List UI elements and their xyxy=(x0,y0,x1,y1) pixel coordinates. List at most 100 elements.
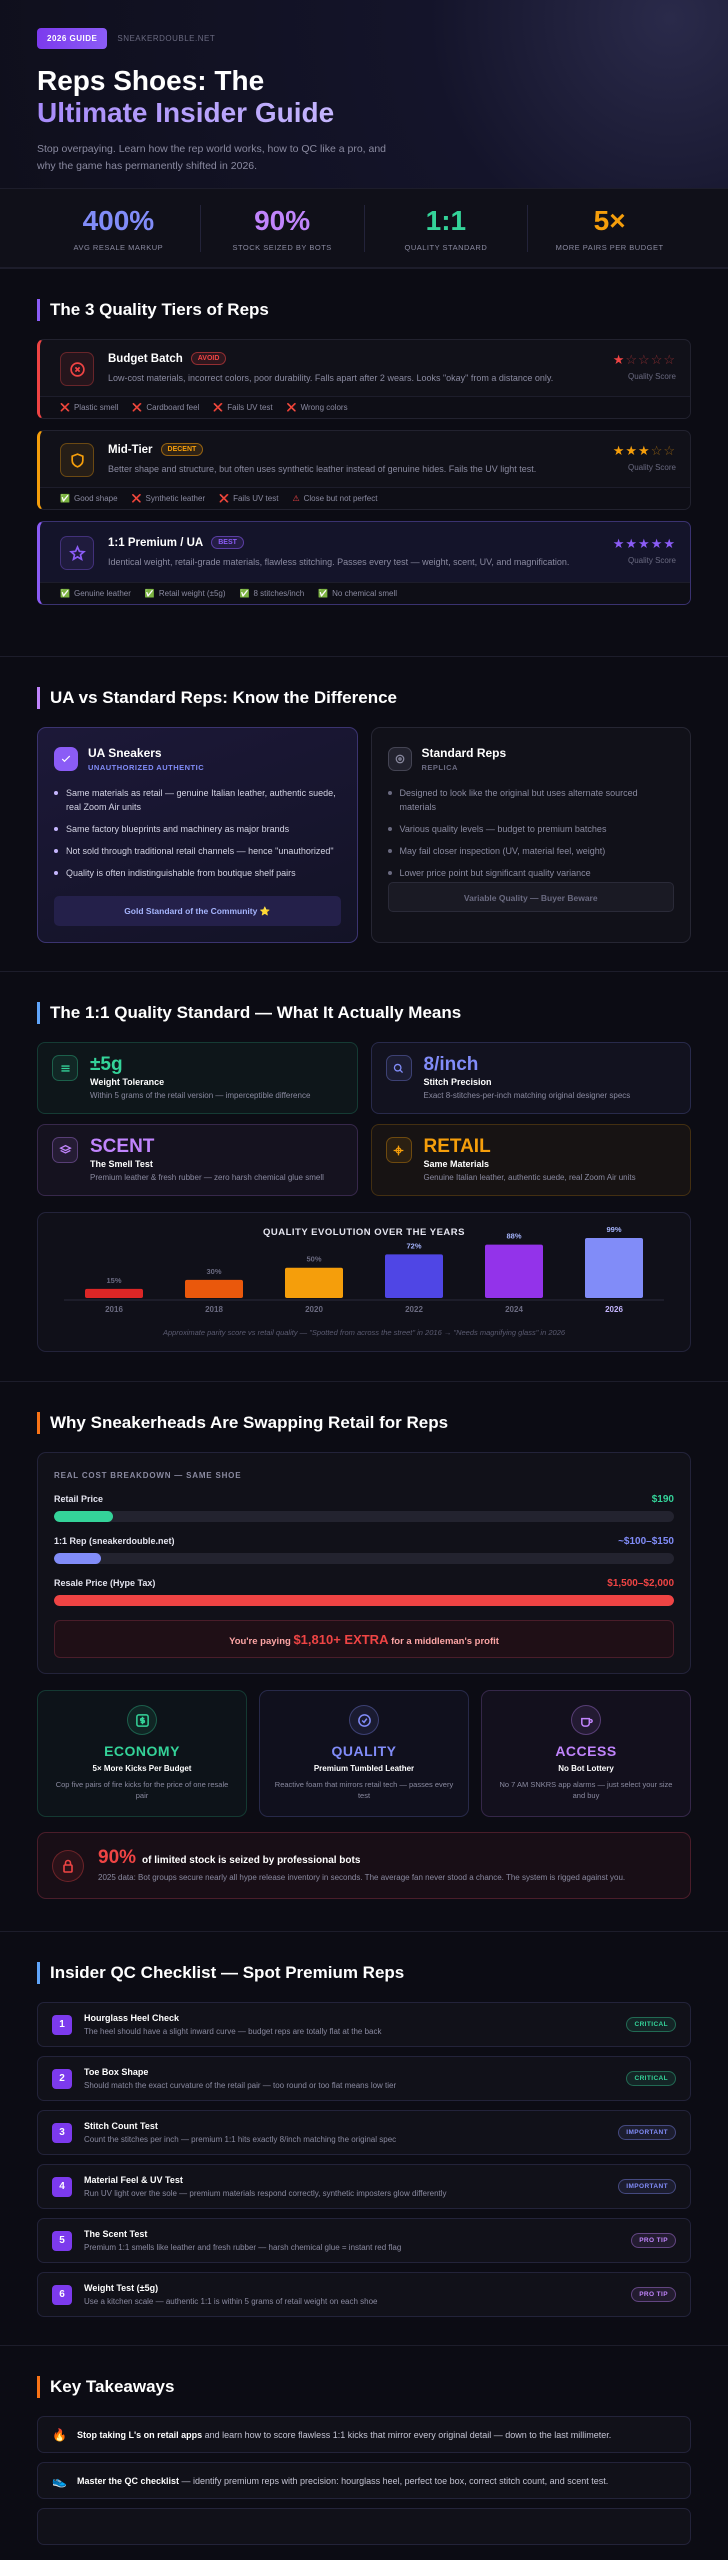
bar xyxy=(585,1238,643,1298)
benefit-icon-wrap xyxy=(494,1705,678,1735)
benefit-card: ACCESS No Bot Lottery No 7 AM SNKRS app al… xyxy=(481,1690,691,1817)
metric-name: Weight Tolerance xyxy=(90,1077,165,1087)
feature-icon: ✅ xyxy=(239,589,250,598)
item-description: Premium 1:1 smells like leather and fres… xyxy=(84,2243,402,2252)
cost-track xyxy=(54,1511,674,1522)
feature-icon: ❌ xyxy=(286,403,297,412)
stat-value: 1:1 xyxy=(425,204,467,236)
bullet-text: Quality is often indistinguishable from … xyxy=(66,868,296,878)
x-tick-label: 2018 xyxy=(205,1305,223,1314)
benefit-subtitle: Premium Tumbled Leather xyxy=(313,1764,415,1773)
tier-card: 1:1 Premium / UA BEST Identical weight, re… xyxy=(37,521,691,605)
x-tick-label: 2026 xyxy=(605,1305,623,1314)
benefit-title: ECONOMY xyxy=(104,1743,180,1759)
bots-callout: 90% of limited stock is seized by profess… xyxy=(37,1832,691,1899)
benefit-text: No 7 AM SNKRS app alarms — just select y… xyxy=(499,1780,673,1800)
tier-score: ★☆☆☆☆ Quality Score xyxy=(596,352,676,381)
feature-text: 8 stitches/inch xyxy=(253,589,305,598)
metric-text: RETAIL Same Materials Genuine Italian leat… xyxy=(424,1137,636,1183)
tier-name: 1:1 Premium / UA xyxy=(108,536,204,549)
benefit-card: ECONOMY 5× More Kicks Per Budget Cop five … xyxy=(37,1690,247,1817)
stars: ★★★☆☆ xyxy=(596,443,676,459)
ua-card-titles: UA Sneakers UNAUTHORIZED AUTHENTIC xyxy=(88,746,204,772)
item-text: Stitch Count Test Count the stitches per … xyxy=(84,2121,606,2144)
section-title: Key Takeaways xyxy=(37,2376,691,2398)
star: ★ xyxy=(638,443,651,458)
stat-label: QUALITY STANDARD xyxy=(404,242,488,252)
bullet-dot xyxy=(54,849,58,853)
tier-text: Mid-Tier DECENT Better shape and structure… xyxy=(108,443,582,476)
takeaway-icon: 👟 xyxy=(52,2473,67,2488)
item-name: Toe Box Shape xyxy=(84,2067,149,2077)
ua-section: UA vs Standard Reps: Know the Difference… xyxy=(0,656,728,971)
tier-main: 1:1 Premium / UA BEST Identical weight, re… xyxy=(40,522,690,582)
benefit-title: QUALITY xyxy=(331,1743,397,1759)
bar xyxy=(185,1279,243,1298)
metrics: ±5g Weight Tolerance Within 5 grams of the… xyxy=(37,1042,691,1196)
cost-bar xyxy=(54,1553,101,1564)
takeaway-bold: Stop taking L's on retail apps xyxy=(76,2429,203,2440)
callout-text: You're paying xyxy=(229,1636,291,1647)
star: ★ xyxy=(612,536,626,551)
stat-value: 5× xyxy=(593,204,626,236)
cost-track xyxy=(54,1553,674,1564)
feature: ❌ Fails UV test xyxy=(213,403,272,412)
bullet-dot xyxy=(387,871,392,875)
cost-row: 1:1 Rep (sneakerdouble.net) ~$100–$150 xyxy=(54,1536,674,1547)
stat-value: 400% xyxy=(82,204,155,236)
item-badge: PRO TIP xyxy=(631,2287,676,2302)
bots-head: 90% of limited stock is seized by profess… xyxy=(98,1847,625,1869)
swap-section: Why Sneakerheads Are Swapping Retail for… xyxy=(0,1381,728,1931)
metric-value: RETAIL xyxy=(423,1136,491,1157)
tier-card: Budget Batch AVOID Low-cost materials, inc… xyxy=(37,339,691,419)
tier-features: ✅ Genuine leather ✅ Retail weight (±5g) ✅ 8 s… xyxy=(40,582,690,604)
score-label: Quality Score xyxy=(627,463,676,472)
title-line-accent: Ultimate Insider Guide xyxy=(37,97,335,128)
bullet: Quality is often indistinguishable from … xyxy=(54,866,341,880)
feature: ❌ Wrong colors xyxy=(287,403,348,412)
star: ☆ xyxy=(638,352,651,367)
cost-label: Retail Price xyxy=(54,1494,104,1504)
benefit-subtitle: 5× More Kicks Per Budget xyxy=(92,1764,192,1773)
feature-icon: ❌ xyxy=(131,494,142,503)
ua-cards: UA Sneakers UNAUTHORIZED AUTHENTIC Same ma… xyxy=(37,727,691,943)
benefit-card: QUALITY Premium Tumbled Leather Reactive f… xyxy=(259,1690,469,1817)
bullet: Designed to look like the original but u… xyxy=(387,786,675,814)
star: ☆ xyxy=(663,352,676,367)
icon-glyph xyxy=(70,452,84,468)
value-label: 15% xyxy=(106,1276,121,1285)
bots-value: 90% xyxy=(98,1847,137,1868)
chart-caption: Approximate parity score vs retail quali… xyxy=(162,1328,566,1337)
icon xyxy=(60,536,94,570)
star: ★ xyxy=(625,536,639,551)
cost-label: Resale Price (Hype Tax) xyxy=(54,1578,156,1588)
metric-value: SCENT xyxy=(90,1136,155,1157)
score-label: Quality Score xyxy=(627,556,676,565)
takeaway-bold: Master the QC checklist xyxy=(76,2475,179,2486)
item-text: The Scent Test Premium 1:1 smells like le… xyxy=(84,2229,619,2252)
icon xyxy=(60,352,94,386)
item-badge: IMPORTANT xyxy=(618,2179,676,2194)
item-description: Run UV light over the sole — premium mat… xyxy=(84,2189,447,2198)
metric-description: Within 5 grams of the retail version — i… xyxy=(90,1091,311,1100)
callout-text: for a middleman's profit xyxy=(391,1636,499,1647)
metric-name: Stitch Precision xyxy=(423,1077,492,1087)
tier-name-row: Mid-Tier DECENT xyxy=(108,443,582,456)
benefit-subtitle: No Bot Lottery xyxy=(558,1764,614,1773)
bullets: Same materials as retail — genuine Itali… xyxy=(54,786,341,880)
item-text: Material Feel & UV Test Run UV light over… xyxy=(84,2175,606,2198)
tier-features: ✅ Good shape ❌ Synthetic leather ❌ Fails UV t… xyxy=(40,487,690,509)
ua-card: Standard Reps REPLICA Designed to look lik… xyxy=(370,727,691,943)
cost-heading: REAL COST BREAKDOWN — SAME SHOE xyxy=(54,1471,242,1480)
section-title: The 3 Quality Tiers of Reps xyxy=(37,299,691,321)
benefit-text: Cop five pairs of fire kicks for the pri… xyxy=(55,1780,229,1800)
cost-price: ~$100–$150 xyxy=(618,1536,674,1547)
feature: ❌ Synthetic leather xyxy=(132,494,206,503)
star: ★ xyxy=(612,352,626,367)
icon xyxy=(52,1055,78,1081)
feature-icon: ✅ xyxy=(60,589,70,598)
item-number: 6 xyxy=(52,2284,72,2305)
feature: ❌ Plastic smell xyxy=(60,403,118,412)
header-top: 2026 GUIDE SNEAKERDOUBLE.NET xyxy=(37,28,691,49)
icon xyxy=(52,1137,78,1163)
